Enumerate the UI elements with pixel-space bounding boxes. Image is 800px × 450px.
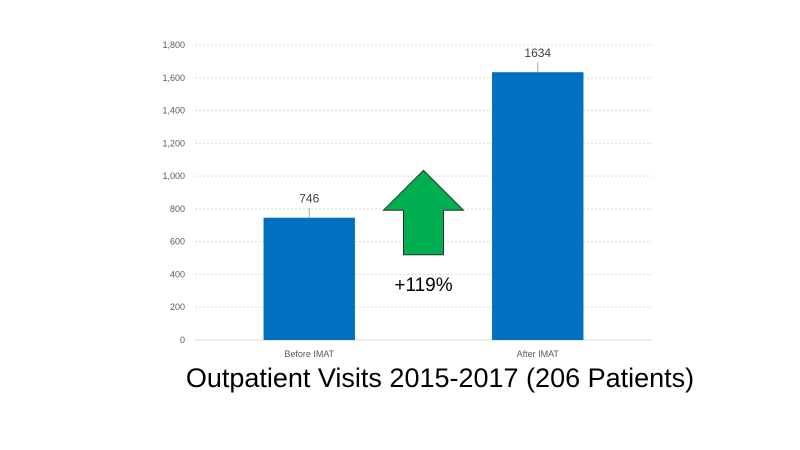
bars <box>263 72 584 340</box>
up-arrow-icon <box>382 169 465 256</box>
y-tick-label: 800 <box>170 204 185 214</box>
y-tick-label: 400 <box>170 269 185 279</box>
y-tick-label: 0 <box>180 335 185 345</box>
category-labels: Before IMAT After IMAT <box>284 349 559 359</box>
y-tick-label: 1,200 <box>162 138 185 148</box>
bar <box>263 217 355 340</box>
y-tick-label: 1,800 <box>162 40 185 50</box>
data-label: 746 <box>299 192 319 206</box>
category-label: After IMAT <box>517 349 560 359</box>
y-axis-ticks: 0 200 400 600 800 1,000 1,200 1,400 1,600 1,800 <box>162 40 185 345</box>
y-tick-label: 1,000 <box>162 171 185 181</box>
y-tick-label: 1,400 <box>162 106 185 116</box>
percent-change-label: +119% <box>394 275 452 296</box>
category-label: Before IMAT <box>284 349 334 359</box>
y-tick-label: 600 <box>170 237 185 247</box>
bar <box>492 72 584 340</box>
data-label: 1634 <box>524 46 551 60</box>
data-labels: 746 1634 <box>299 46 551 218</box>
y-tick-label: 200 <box>170 302 185 312</box>
y-tick-label: 1,600 <box>162 73 185 83</box>
chart-title: Outpatient Visits 2015-2017 (206 Patient… <box>185 363 695 393</box>
